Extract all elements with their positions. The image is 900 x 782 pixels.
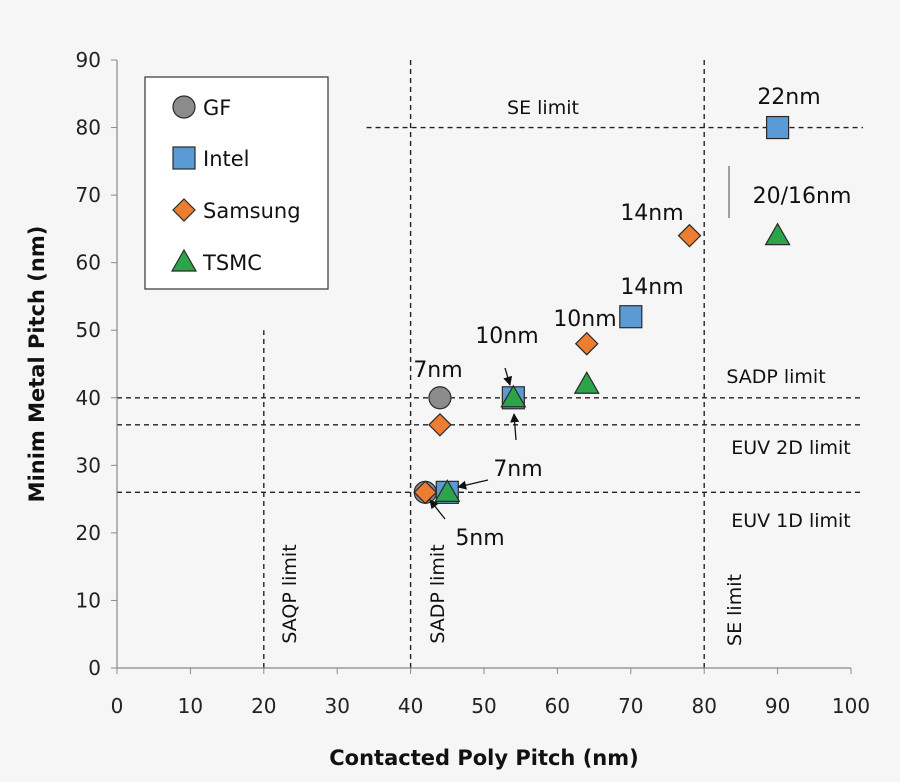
annotation-arrow	[457, 479, 489, 490]
legend: GF Intel Samsung TSMC	[144, 76, 329, 290]
y-tick-label: 80	[76, 116, 101, 140]
annotation-arrow	[510, 413, 520, 441]
intel-point	[765, 115, 790, 140]
node-label: 14nm	[620, 201, 683, 226]
limit-line-label: SAQP limit	[279, 544, 301, 643]
y-tick-label: 0	[88, 656, 101, 680]
node-label: 7nm	[413, 358, 462, 383]
node-label: 7nm	[493, 457, 542, 482]
tsmc-point	[573, 371, 600, 394]
x-axis-title: Contacted Poly Pitch (nm)	[329, 746, 638, 770]
tsmc-point	[764, 222, 791, 246]
legend-marker-intel	[172, 146, 196, 170]
legend-label-intel: Intel	[203, 147, 250, 171]
x-tick-label: 20	[251, 694, 276, 718]
samsung-point	[677, 223, 702, 248]
annotation-arrow	[503, 367, 513, 386]
legend-marker-tsmc	[170, 248, 198, 272]
limit-line-label: SADP limit	[726, 366, 825, 388]
y-tick-label: 70	[76, 183, 101, 207]
legend-marker-samsung	[172, 198, 196, 222]
x-tick-label: 90	[765, 694, 790, 718]
x-tick-label: 40	[398, 694, 423, 718]
node-label: 14nm	[620, 275, 683, 300]
x-tick-label: 70	[618, 694, 643, 718]
y-tick-label: 10	[76, 588, 101, 612]
limit-line-label: EUV 2D limit	[731, 437, 851, 459]
node-label: 5nm	[455, 526, 504, 551]
samsung-point	[428, 412, 452, 437]
node-label: 10nm	[553, 307, 616, 332]
y-tick-label: 20	[76, 521, 101, 545]
node-label: 22nm	[757, 85, 820, 110]
tsmc-point	[434, 479, 461, 502]
intel-point	[619, 305, 643, 329]
x-tick-label: 100	[832, 694, 870, 718]
x-tick-label: 0	[111, 694, 124, 718]
legend-label-gf: GF	[203, 96, 231, 120]
x-tick-label: 80	[691, 694, 716, 718]
data-points	[413, 115, 791, 505]
samsung-point	[574, 331, 599, 356]
y-tick-label: 50	[76, 318, 101, 342]
x-tick-label: 10	[178, 694, 203, 718]
node-label: 10nm	[475, 324, 538, 349]
y-tick-label: 90	[76, 48, 101, 72]
annotation-arrow	[429, 499, 446, 520]
limit-line-label: SADP limit	[427, 544, 449, 643]
y-tick-label: 60	[76, 251, 101, 275]
legend-label-samsung: Samsung	[203, 199, 301, 223]
legend-label-tsmc: TSMC	[202, 251, 262, 275]
axes: 0 10 20 30 40 50 60 70 80 90 100 0 10 20 30 40 50 60 70 80 9…	[25, 48, 870, 770]
tsmc-point	[500, 384, 527, 408]
y-axis-title: Minim Metal Pitch (nm)	[25, 226, 49, 503]
limit-lines: SE limit SADP limit EUV 2D limit EUV 1D lim…	[117, 60, 863, 668]
samsung-point	[413, 480, 438, 505]
limit-line-label: SE limit	[507, 97, 579, 119]
x-tick-label: 50	[471, 694, 496, 718]
x-tick-label: 60	[545, 694, 570, 718]
gf-point	[428, 386, 452, 410]
node-label: 20/16nm	[753, 184, 852, 209]
legend-marker-gf	[172, 95, 196, 119]
limit-line-label: EUV 1D limit	[731, 510, 851, 532]
limit-line-label: SE limit	[724, 574, 746, 646]
y-tick-label: 30	[76, 453, 101, 477]
x-tick-label: 30	[324, 694, 349, 718]
y-tick-label: 40	[76, 386, 101, 410]
